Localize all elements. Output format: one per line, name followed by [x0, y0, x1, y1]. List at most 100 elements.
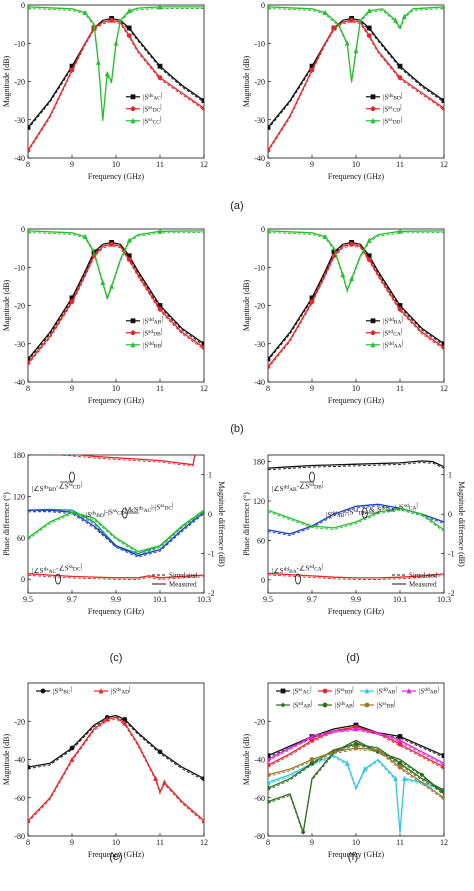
marker [28, 764, 31, 770]
marker [96, 59, 101, 65]
style-key-label: Measured [409, 581, 437, 589]
marker [309, 760, 315, 766]
marker [309, 295, 315, 301]
marker [300, 829, 306, 835]
series-line [268, 739, 444, 833]
x-tick-label: 10 [352, 384, 360, 393]
marker [28, 229, 31, 234]
marker [201, 98, 204, 104]
marker [82, 233, 88, 240]
x-tick-label: 8 [266, 160, 270, 169]
marker [402, 13, 407, 19]
x-tick-label: 9 [70, 838, 74, 847]
marker [268, 762, 271, 768]
y-axis-label: Phase difference (°) [242, 492, 251, 556]
marker [69, 299, 75, 305]
x-tick-label: 10 [112, 838, 120, 847]
marker [268, 785, 271, 791]
marker [268, 125, 271, 130]
plot-frame [27, 228, 205, 383]
series-line-simulated [28, 232, 204, 301]
marker [157, 63, 163, 69]
marker [370, 341, 376, 348]
marker [28, 360, 31, 366]
marker [402, 775, 407, 782]
marker [349, 275, 354, 282]
marker [69, 756, 75, 762]
marker [353, 745, 359, 751]
marker [126, 257, 132, 262]
x-tick-label: 11 [396, 384, 404, 393]
y-tick-label: -20 [14, 717, 25, 726]
marker [268, 753, 271, 759]
x-tick-label: 8 [26, 160, 30, 169]
marker [309, 299, 315, 305]
marker [322, 9, 328, 16]
x-tick-label: 11 [156, 384, 164, 393]
x-tick-label: 9 [70, 384, 74, 393]
chart-d: 9.5 9.7 9.9 10.1 10.3 180 120 60 0 1 0 -1 -2 Frequenc… [242, 454, 466, 616]
y2-tick-label: -2 [448, 589, 455, 598]
y-tick-label: -30 [254, 116, 265, 125]
axis-marker [69, 471, 75, 483]
y-tick-label: -10 [254, 263, 265, 272]
legend-entry: |SdsAB| [335, 699, 354, 710]
y-tick-label: 180 [13, 451, 25, 460]
legend-entry: |SddAB| [143, 315, 163, 326]
y-tick-label: -30 [254, 340, 265, 349]
marker [40, 688, 46, 694]
marker [122, 720, 128, 726]
marker [349, 17, 354, 23]
x-tick-label: 8 [26, 384, 30, 393]
y2-tick-label: 1 [448, 471, 452, 480]
chart-b-left: 8 9 10 11 12 0 -10 -20 -30 -40 Frequency (GHz) Magn… [2, 225, 208, 405]
y-tick-label: 0 [21, 225, 25, 234]
y-tick-label: -40 [254, 378, 265, 387]
marker [104, 716, 110, 722]
marker [393, 17, 398, 23]
series-line-simulated [268, 505, 444, 536]
caption-1: (b) [230, 423, 243, 435]
x-tick-label: 8 [266, 384, 270, 393]
series-line-simulated [268, 19, 444, 130]
y-tick-label: -80 [14, 832, 25, 841]
chart-f: 8 9 10 11 12 -20 -40 -60 -80 Frequency (GHz) Magni… [242, 682, 448, 859]
caption-4: (e) [109, 851, 122, 863]
marker [28, 125, 31, 130]
marker [309, 733, 315, 739]
marker [28, 356, 31, 362]
marker [441, 795, 444, 801]
marker [397, 303, 403, 308]
marker [397, 63, 403, 69]
series-group [268, 460, 444, 580]
y-tick-label: -30 [14, 340, 25, 349]
marker [366, 253, 372, 259]
marker [344, 760, 350, 766]
marker [268, 779, 271, 785]
series-line [28, 241, 204, 360]
marker [268, 799, 271, 804]
series-line [28, 243, 204, 364]
series-line-simulated [268, 8, 444, 84]
marker [126, 253, 132, 259]
y-tick-label: 0 [21, 1, 25, 10]
marker [441, 760, 444, 766]
y-tick-label: -10 [254, 39, 265, 48]
axis-marker [55, 573, 61, 585]
legend-entry: |SssDC| [143, 103, 162, 114]
marker [157, 306, 163, 312]
series-line [268, 572, 444, 579]
x-tick-label: 12 [200, 384, 208, 393]
series-line-simulated [28, 19, 204, 130]
y-tick-label: -40 [14, 378, 25, 387]
style-key-label: Simulated [169, 572, 198, 580]
x-tick-label: 12 [200, 838, 208, 847]
marker [157, 303, 163, 308]
marker [126, 7, 132, 14]
series-line-simulated [268, 741, 444, 834]
caption-5: (f) [348, 851, 358, 863]
x-tick-label: 9.7 [307, 595, 317, 604]
marker [441, 753, 444, 759]
marker [69, 745, 75, 751]
series-line-simulated [50, 455, 196, 467]
